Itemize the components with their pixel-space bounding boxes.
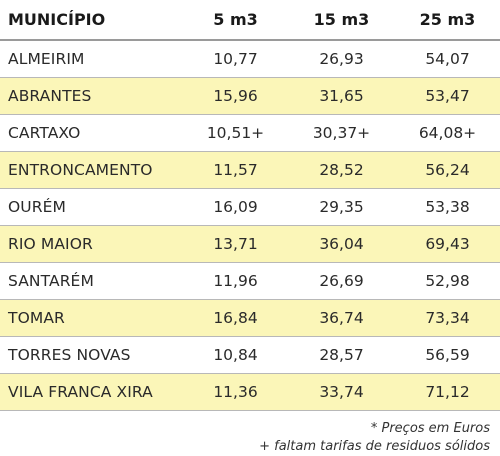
- price-25m3-cell: 73,34: [395, 299, 500, 337]
- price-5m3-cell: 15,96: [183, 77, 288, 115]
- municipio-cell: VILA FRANCA XIRA: [0, 373, 183, 411]
- municipio-cell: RIO MAIOR: [0, 225, 183, 263]
- price-25m3-cell: 71,12: [395, 373, 500, 411]
- price-5m3-cell: 10,51+: [183, 114, 288, 152]
- municipio-cell: ALMEIRIM: [0, 40, 183, 78]
- water-price-table-container: MUNICÍPIO 5 m3 15 m3 25 m3 ALMEIRIM 10,7…: [0, 0, 500, 411]
- price-25m3-cell: 54,07: [395, 40, 500, 78]
- price-5m3-cell: 16,09: [183, 188, 288, 226]
- price-15m3-cell: 26,93: [288, 40, 395, 78]
- municipio-cell: TORRES NOVAS: [0, 336, 183, 374]
- price-25m3-cell: 53,38: [395, 188, 500, 226]
- price-15m3-cell: 28,52: [288, 151, 395, 189]
- header-5m3: 5 m3: [183, 0, 288, 41]
- table-header: MUNICÍPIO 5 m3 15 m3 25 m3: [0, 0, 500, 41]
- price-5m3-cell: 10,84: [183, 336, 288, 374]
- price-15m3-cell: 36,74: [288, 299, 395, 337]
- table-row: ENTRONCAMENTO 11,57 28,52 56,24: [0, 151, 500, 189]
- price-25m3-cell: 56,24: [395, 151, 500, 189]
- table-row: RIO MAIOR 13,71 36,04 69,43: [0, 225, 500, 263]
- price-15m3-cell: 30,37+: [288, 114, 395, 152]
- table-body: ALMEIRIM 10,77 26,93 54,07 ABRANTES 15,9…: [0, 40, 500, 411]
- municipio-cell: ENTRONCAMENTO: [0, 151, 183, 189]
- price-5m3-cell: 11,96: [183, 262, 288, 300]
- table-row: VILA FRANCA XIRA 11,36 33,74 71,12: [0, 373, 500, 411]
- footnote-prices-in-euros: * Preços em Euros: [370, 421, 490, 436]
- municipio-cell: SANTARÉM: [0, 262, 183, 300]
- price-5m3-cell: 10,77: [183, 40, 288, 78]
- price-25m3-cell: 52,98: [395, 262, 500, 300]
- municipio-cell: TOMAR: [0, 299, 183, 337]
- table-row: OURÉM 16,09 29,35 53,38: [0, 188, 500, 226]
- municipio-cell: ABRANTES: [0, 77, 183, 115]
- price-15m3-cell: 36,04: [288, 225, 395, 263]
- header-municipio: MUNICÍPIO: [0, 0, 183, 41]
- municipio-cell: OURÉM: [0, 188, 183, 226]
- footnotes: * Preços em Euros + faltam tarifas de re…: [259, 420, 490, 456]
- price-15m3-cell: 33,74: [288, 373, 395, 411]
- table-row: TORRES NOVAS 10,84 28,57 56,59: [0, 336, 500, 374]
- price-25m3-cell: 69,43: [395, 225, 500, 263]
- price-5m3-cell: 11,36: [183, 373, 288, 411]
- header-row: MUNICÍPIO 5 m3 15 m3 25 m3: [0, 0, 500, 41]
- header-15m3: 15 m3: [288, 0, 395, 41]
- price-5m3-cell: 11,57: [183, 151, 288, 189]
- price-15m3-cell: 28,57: [288, 336, 395, 374]
- price-5m3-cell: 16,84: [183, 299, 288, 337]
- header-25m3: 25 m3: [395, 0, 500, 41]
- price-15m3-cell: 26,69: [288, 262, 395, 300]
- table-row: SANTARÉM 11,96 26,69 52,98: [0, 262, 500, 300]
- price-15m3-cell: 31,65: [288, 77, 395, 115]
- price-25m3-cell: 56,59: [395, 336, 500, 374]
- water-price-table: MUNICÍPIO 5 m3 15 m3 25 m3 ALMEIRIM 10,7…: [0, 0, 500, 411]
- table-row: ALMEIRIM 10,77 26,93 54,07: [0, 40, 500, 78]
- table-row: ABRANTES 15,96 31,65 53,47: [0, 77, 500, 115]
- footnote-missing-waste-tariffs: + faltam tarifas de residuos sólidos: [259, 439, 490, 454]
- price-25m3-cell: 53,47: [395, 77, 500, 115]
- price-25m3-cell: 64,08+: [395, 114, 500, 152]
- municipio-cell: CARTAXO: [0, 114, 183, 152]
- price-15m3-cell: 29,35: [288, 188, 395, 226]
- price-5m3-cell: 13,71: [183, 225, 288, 263]
- table-row: TOMAR 16,84 36,74 73,34: [0, 299, 500, 337]
- table-row: CARTAXO 10,51+ 30,37+ 64,08+: [0, 114, 500, 152]
